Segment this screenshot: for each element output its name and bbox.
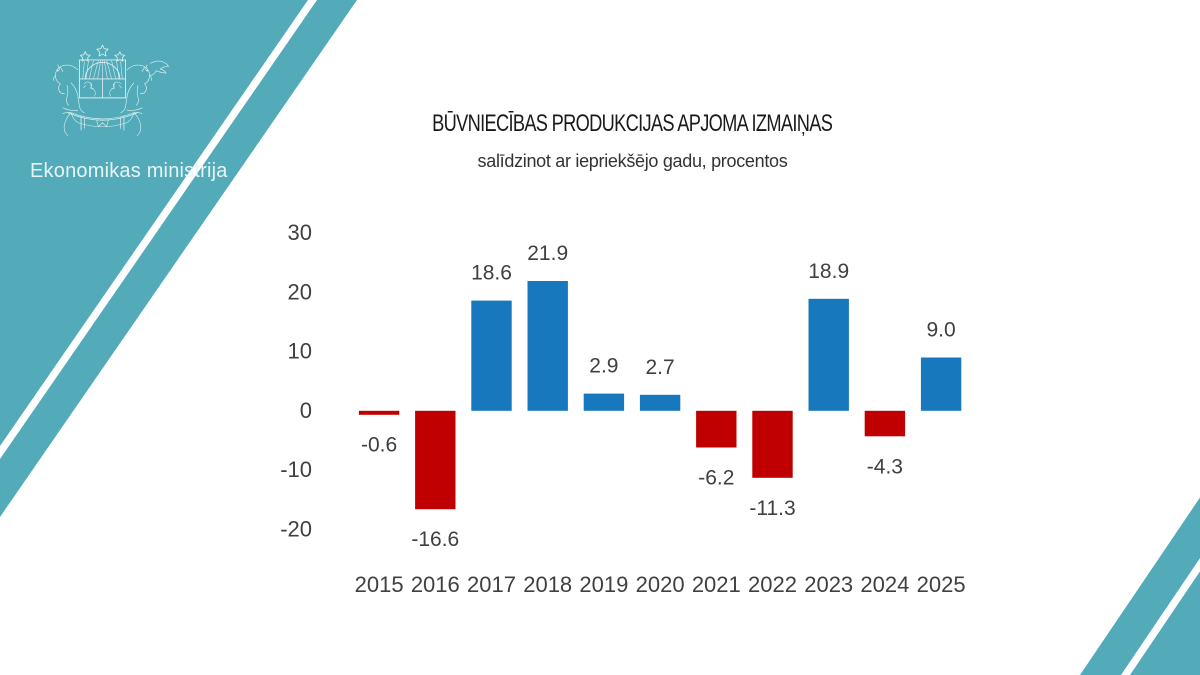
svg-text:2019: 2019 (579, 572, 628, 597)
svg-text:30: 30 (288, 220, 312, 245)
svg-text:2016: 2016 (411, 572, 460, 597)
svg-text:-4.3: -4.3 (867, 455, 903, 478)
svg-text:-6.2: -6.2 (698, 467, 734, 490)
svg-text:2018: 2018 (523, 572, 572, 597)
svg-text:2.9: 2.9 (589, 355, 618, 378)
svg-text:2015: 2015 (355, 572, 404, 597)
svg-text:-20: -20 (280, 516, 312, 541)
svg-text:2017: 2017 (467, 572, 516, 597)
svg-text:18.9: 18.9 (808, 260, 849, 283)
svg-text:2023: 2023 (804, 572, 853, 597)
svg-text:-0.6: -0.6 (361, 433, 397, 456)
svg-text:2.7: 2.7 (645, 356, 674, 379)
svg-text:-10: -10 (280, 457, 312, 482)
svg-text:0: 0 (300, 398, 312, 423)
svg-text:2022: 2022 (748, 572, 797, 597)
svg-text:2021: 2021 (692, 572, 741, 597)
svg-text:9.0: 9.0 (926, 319, 955, 342)
svg-text:21.9: 21.9 (527, 242, 568, 265)
svg-text:2025: 2025 (917, 572, 966, 597)
svg-text:10: 10 (288, 339, 312, 364)
svg-text:2024: 2024 (860, 572, 909, 597)
svg-text:-11.3: -11.3 (749, 497, 795, 520)
svg-text:18.6: 18.6 (471, 262, 512, 285)
svg-text:20: 20 (288, 279, 312, 304)
svg-text:-16.6: -16.6 (411, 528, 459, 551)
svg-text:2020: 2020 (636, 572, 685, 597)
